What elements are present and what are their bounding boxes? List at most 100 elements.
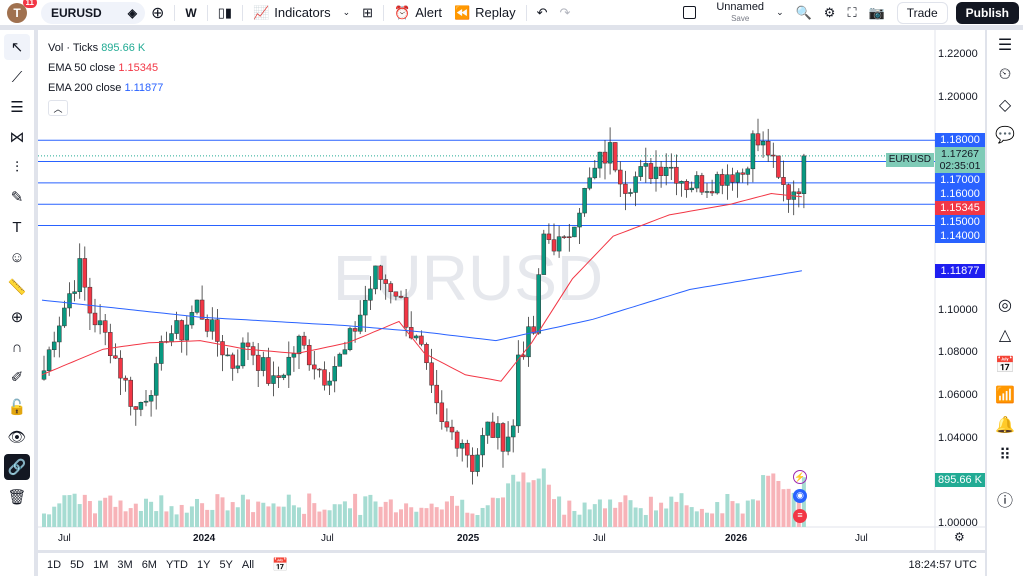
pattern-icon[interactable]: ⋈ bbox=[9, 129, 25, 146]
volume-bar bbox=[332, 504, 337, 527]
link-icon[interactable]: 🔗 bbox=[4, 454, 30, 480]
fib-icon[interactable]: ☰ bbox=[10, 99, 24, 116]
range-button-all[interactable]: All bbox=[241, 558, 255, 571]
undo-button[interactable]: ↶ bbox=[531, 0, 554, 25]
replay-button[interactable]: ⏪ Replay bbox=[453, 4, 516, 21]
layouts-button[interactable]: ⊞ bbox=[356, 0, 379, 25]
watchlist-icon[interactable]: ☰ bbox=[997, 37, 1013, 54]
range-button-1y[interactable]: 1Y bbox=[196, 558, 211, 571]
ideas-icon[interactable]: △ bbox=[998, 327, 1012, 344]
candle-body bbox=[449, 426, 455, 433]
range-button-ytd[interactable]: YTD bbox=[165, 558, 188, 571]
indicators-button[interactable]: 📈 Indicators bbox=[253, 4, 331, 21]
interval-button[interactable]: W bbox=[185, 5, 197, 20]
lock-drawing-icon[interactable]: ✐ bbox=[10, 369, 24, 386]
brush-icon[interactable]: ✎ bbox=[10, 189, 24, 206]
candle-body bbox=[393, 291, 399, 297]
legend-ema50[interactable]: EMA 50 close 1.15345 bbox=[48, 62, 159, 74]
collapse-legend-button[interactable]: ︿ bbox=[48, 100, 68, 116]
axis-settings-icon[interactable]: ⚙ bbox=[954, 530, 965, 544]
candle-body bbox=[801, 155, 807, 194]
candle-body bbox=[408, 327, 414, 339]
legend-volume[interactable]: Vol · Ticks 895.66 K bbox=[48, 42, 146, 54]
volume-bar bbox=[200, 503, 205, 527]
layout-name-button[interactable]: Unnamed Save bbox=[716, 0, 765, 23]
candle-body bbox=[480, 435, 485, 456]
top-toolbar: T 11 EURUSD ◈ ⊕ W ▯▮ 📈 Indicators ⌄ ⊞ ⏰ Aler… bbox=[0, 0, 1023, 26]
range-button-5d[interactable]: 5D bbox=[70, 558, 85, 571]
range-button-6m[interactable]: 6M bbox=[141, 558, 157, 571]
flag-event-icon[interactable]: ≡ bbox=[793, 509, 807, 523]
indicators-dropdown[interactable]: ⌄ bbox=[337, 0, 357, 25]
magnet-icon[interactable]: ∩ bbox=[11, 338, 23, 356]
ruler-icon[interactable]: 📏 bbox=[7, 279, 27, 296]
volume-bar bbox=[776, 480, 781, 527]
chart-type-button[interactable]: ▯▮ bbox=[212, 0, 238, 25]
volume-bar bbox=[393, 512, 398, 527]
symbol-search[interactable]: EURUSD ◈ bbox=[41, 1, 145, 24]
eye-icon[interactable]: 👁 bbox=[7, 429, 27, 446]
range-button-1d[interactable]: 1D bbox=[47, 558, 62, 571]
volume-bar bbox=[674, 501, 679, 527]
chart-pane[interactable]: EURUSD Vol · Ticks 895.66 K EMA 50 close… bbox=[38, 30, 985, 550]
volume-bar bbox=[307, 493, 312, 527]
volume-bar bbox=[261, 502, 266, 527]
layout-dropdown[interactable]: ⌄ bbox=[770, 0, 790, 25]
cursor-icon[interactable]: ↖ bbox=[4, 34, 30, 60]
globe-event-icon[interactable]: ◉ bbox=[793, 489, 807, 503]
candle-body bbox=[612, 142, 618, 171]
help-icon[interactable]: ⓘ bbox=[996, 493, 1013, 510]
date-range-icon[interactable]: 📅 bbox=[272, 556, 289, 572]
publish-button[interactable]: Publish bbox=[955, 1, 1019, 24]
range-button-3m[interactable]: 3M bbox=[117, 558, 133, 571]
candle-body bbox=[189, 312, 195, 326]
compare-button[interactable]: ⊕ bbox=[145, 0, 170, 25]
range-button-5y[interactable]: 5Y bbox=[219, 558, 233, 571]
fullscreen-button[interactable]: ⛶ bbox=[841, 0, 862, 25]
candle-body bbox=[730, 174, 735, 183]
trendline-icon[interactable]: ⟋ bbox=[11, 68, 23, 86]
candle-body bbox=[648, 163, 654, 179]
volume-bar bbox=[506, 483, 511, 527]
calendar-icon[interactable]: 📅 bbox=[995, 357, 1015, 374]
volume-bar bbox=[567, 500, 572, 527]
zoom-in-icon[interactable]: ⊕ bbox=[10, 309, 24, 326]
emoji-icon[interactable]: ☺ bbox=[9, 248, 25, 266]
watchlist-icon[interactable]: ◈ bbox=[127, 5, 137, 20]
candle-body bbox=[230, 354, 235, 369]
lightning-event-icon[interactable]: ⚡ bbox=[793, 470, 807, 484]
alert-button[interactable]: ⏰ Alert bbox=[394, 4, 442, 21]
target-icon[interactable]: ◎ bbox=[998, 297, 1012, 314]
trade-button[interactable]: Trade bbox=[896, 1, 948, 24]
volume-bar bbox=[77, 504, 82, 527]
volume-bar bbox=[98, 500, 103, 527]
apps-icon[interactable]: ⠿ bbox=[999, 447, 1011, 464]
candle-body bbox=[118, 357, 123, 379]
alarm-clock-icon[interactable]: ⏲ bbox=[998, 66, 1012, 83]
candle-body bbox=[495, 423, 501, 438]
broadcast-icon[interactable]: 📶 bbox=[995, 387, 1015, 404]
avatar[interactable]: T 11 bbox=[7, 0, 37, 23]
bell-icon[interactable]: 🔔 bbox=[995, 417, 1015, 434]
layers-icon[interactable]: ◇ bbox=[998, 97, 1012, 114]
redo-button[interactable]: ↷ bbox=[554, 0, 577, 25]
quick-search-button[interactable]: 🔍 bbox=[790, 0, 818, 25]
lock-icon[interactable]: 🔓 bbox=[7, 399, 27, 416]
text-icon[interactable]: T bbox=[12, 218, 22, 236]
candle-body bbox=[684, 180, 689, 191]
trash-icon[interactable]: 🗑 bbox=[7, 489, 27, 506]
candle-body bbox=[709, 191, 715, 194]
chat-icon[interactable]: 💬 bbox=[995, 127, 1015, 144]
price-chart[interactable]: EURUSD bbox=[38, 30, 985, 550]
volume-bar bbox=[368, 494, 373, 527]
projection-icon[interactable]: ⫶ bbox=[15, 158, 19, 176]
layout-checkbox[interactable] bbox=[677, 0, 702, 25]
price-tick: 1.04000 bbox=[938, 431, 978, 444]
snapshot-button[interactable]: 📷 bbox=[863, 0, 891, 25]
volume-bar bbox=[62, 495, 67, 527]
range-button-1m[interactable]: 1M bbox=[93, 558, 109, 571]
legend-ema200[interactable]: EMA 200 close 1.11877 bbox=[48, 82, 164, 94]
clock[interactable]: 18:24:57 UTC bbox=[908, 558, 977, 571]
settings-button[interactable]: ⚙ bbox=[818, 0, 842, 25]
candle-body bbox=[357, 314, 363, 332]
